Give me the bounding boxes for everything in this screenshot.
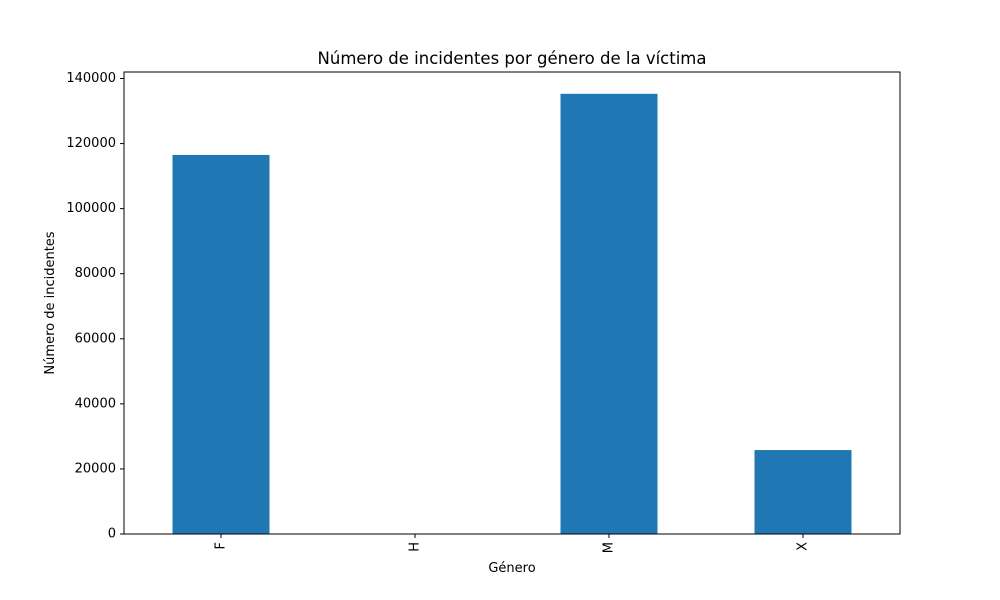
y-ticks-group: 0 20000 40000 60000 80000 100000 120000 140000 bbox=[66, 71, 124, 542]
y-tick-label: 100000 bbox=[66, 201, 116, 216]
x-axis-label: Género bbox=[488, 561, 535, 576]
chart-title: Número de incidentes por género de la ví… bbox=[318, 49, 707, 68]
x-tick-label: X bbox=[796, 542, 811, 551]
bar-x bbox=[754, 450, 852, 534]
bars-group bbox=[172, 93, 852, 535]
plot-frame bbox=[123, 71, 901, 535]
y-tick-label: 140000 bbox=[66, 71, 116, 86]
y-tick-label: 120000 bbox=[66, 136, 116, 151]
y-tick-label: 0 bbox=[108, 527, 116, 542]
y-tick-label: 20000 bbox=[75, 461, 116, 476]
y-tick-label: 40000 bbox=[75, 396, 116, 411]
x-tick-label: F bbox=[214, 542, 229, 549]
x-tick-label: H bbox=[408, 542, 423, 552]
y-tick-label: 60000 bbox=[75, 331, 116, 346]
bar-m bbox=[560, 93, 658, 535]
y-axis-label: Número de incidentes bbox=[43, 231, 58, 374]
x-tick-label: M bbox=[602, 542, 617, 553]
y-tick-label: 80000 bbox=[75, 266, 116, 281]
bar-f bbox=[172, 154, 270, 534]
